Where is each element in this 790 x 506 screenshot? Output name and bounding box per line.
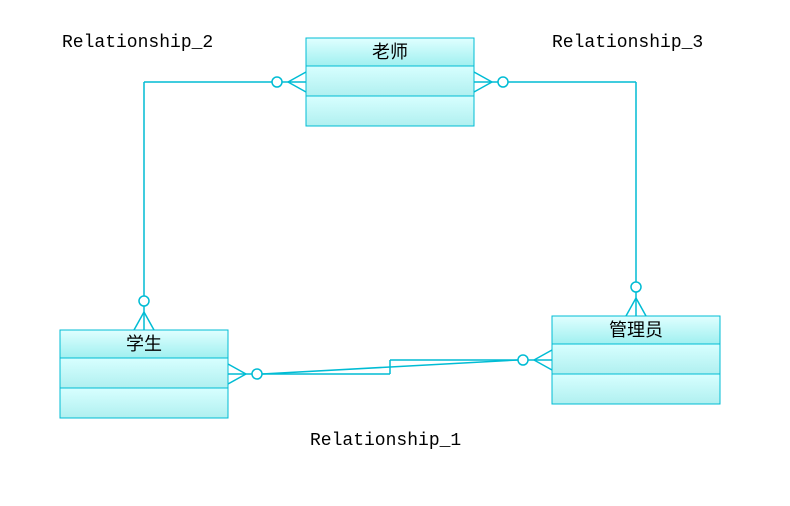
relationship-label-r2: Relationship_2 [62,33,213,53]
relationship-label-r1: Relationship_1 [310,431,461,451]
relationship-3 [474,72,646,316]
entity-admin-label: 管理员 [609,320,663,340]
relationship-2 [134,72,306,330]
relationship-label-r3: Relationship_3 [552,33,703,53]
er-diagram-canvas: 老师学生 管理员 Relationship_1 Relationship_2 Relat… [0,0,790,506]
entity-student: 学生 [60,330,228,418]
relationship-1 [228,350,552,384]
entity-teacher: 老师 [306,38,474,126]
entity-student-label: 学生 [126,334,162,354]
entity-teacher-label: 老师 [372,42,408,62]
entity-admin: 管理员 [552,316,720,404]
